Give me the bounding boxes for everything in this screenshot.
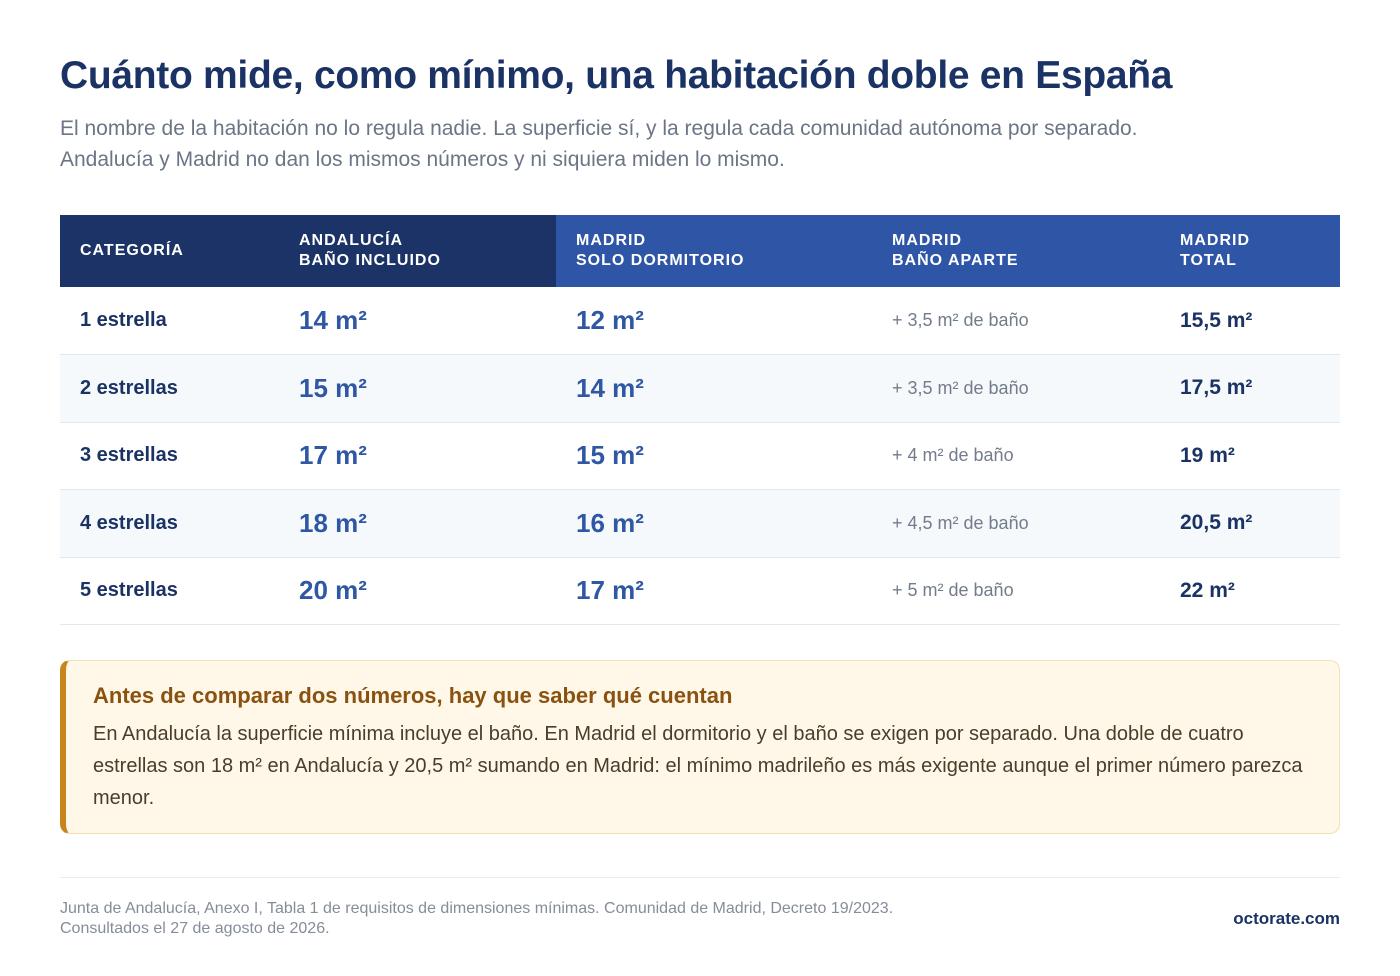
category-cell: 4 estrellas — [60, 489, 279, 558]
source-line: Junta de Andalucía, Anexo I, Tabla 1 de … — [60, 900, 894, 917]
madrid-total-cell: 19 m² — [1160, 422, 1340, 490]
page-title: Cuánto mide, como mínimo, una habitación… — [60, 54, 1173, 97]
madrid-bath-cell: + 3,5 m² de baño — [872, 287, 1160, 355]
andalucia-cell: 15 m² — [279, 354, 556, 423]
madrid-room-cell: 15 m² — [556, 422, 872, 490]
andalucia-cell: 18 m² — [279, 489, 556, 558]
madrid-room-cell: 17 m² — [556, 557, 872, 625]
brand-link[interactable]: octorate.com — [1233, 909, 1340, 928]
note-body: En Andalucía la superficie mínima incluy… — [93, 723, 1303, 809]
column-header-line: BAÑO APARTE — [892, 252, 1019, 269]
comparison-note: Antes de comparar dos números, hay que s… — [60, 660, 1340, 834]
madrid-bath-cell: + 4 m² de baño — [872, 422, 1160, 490]
madrid-room-cell: 16 m² — [556, 489, 872, 558]
column-header-madrid-bano: MADRID BAÑO APARTE — [872, 215, 1160, 287]
table-header: CATEGORÍA ANDALUCÍA BAÑO INCLUIDO MADRID… — [60, 215, 1340, 287]
page-subtitle: El nombre de la habitación no lo regula … — [60, 117, 1138, 171]
size-table: CATEGORÍA ANDALUCÍA BAÑO INCLUIDO MADRID… — [60, 215, 1340, 625]
column-header-madrid-dormitorio: MADRID SOLO DORMITORIO — [556, 215, 872, 287]
footer-divider — [60, 877, 1340, 878]
column-header-line: MADRID — [576, 232, 646, 249]
table-row: 1 estrella 14 m² 12 m² + 3,5 m² de baño … — [60, 287, 1340, 355]
column-header-line: CATEGORÍA — [80, 242, 184, 259]
column-header-line: ANDALUCÍA — [299, 232, 404, 249]
source-line: Consultados el 27 de agosto de 2026. — [60, 920, 330, 937]
andalucia-cell: 17 m² — [279, 422, 556, 490]
column-header-categoria: CATEGORÍA — [60, 215, 279, 287]
madrid-room-cell: 14 m² — [556, 354, 872, 423]
table-row: 3 estrellas 17 m² 15 m² + 4 m² de baño 1… — [60, 422, 1340, 490]
column-header-andalucia: ANDALUCÍA BAÑO INCLUIDO — [279, 215, 556, 287]
andalucia-cell: 20 m² — [279, 557, 556, 625]
table-row: 5 estrellas 20 m² 17 m² + 5 m² de baño 2… — [60, 557, 1340, 625]
source-citation: Junta de Andalucía, Anexo I, Tabla 1 de … — [60, 899, 1060, 939]
madrid-total-cell: 20,5 m² — [1160, 489, 1340, 558]
madrid-room-cell: 12 m² — [556, 287, 872, 355]
madrid-bath-cell: + 3,5 m² de baño — [872, 354, 1160, 423]
column-header-line: MADRID — [892, 232, 962, 249]
column-header-line: SOLO DORMITORIO — [576, 252, 745, 269]
category-cell: 3 estrellas — [60, 422, 279, 490]
madrid-bath-cell: + 4,5 m² de baño — [872, 489, 1160, 558]
madrid-total-cell: 22 m² — [1160, 557, 1340, 625]
category-cell: 2 estrellas — [60, 354, 279, 423]
madrid-bath-cell: + 5 m² de baño — [872, 557, 1160, 625]
category-cell: 1 estrella — [60, 287, 279, 355]
andalucia-cell: 14 m² — [279, 287, 556, 355]
madrid-total-cell: 17,5 m² — [1160, 354, 1340, 423]
table-row: 2 estrellas 15 m² 14 m² + 3,5 m² de baño… — [60, 354, 1340, 423]
column-header-madrid-total: MADRID TOTAL — [1160, 215, 1340, 287]
category-cell: 5 estrellas — [60, 557, 279, 625]
table-row: 4 estrellas 18 m² 16 m² + 4,5 m² de baño… — [60, 489, 1340, 558]
madrid-total-cell: 15,5 m² — [1160, 287, 1340, 355]
column-header-line: BAÑO INCLUIDO — [299, 252, 441, 269]
column-header-line: MADRID — [1180, 232, 1250, 249]
column-header-line: TOTAL — [1180, 252, 1237, 269]
note-title: Antes de comparar dos números, hay que s… — [93, 683, 733, 708]
